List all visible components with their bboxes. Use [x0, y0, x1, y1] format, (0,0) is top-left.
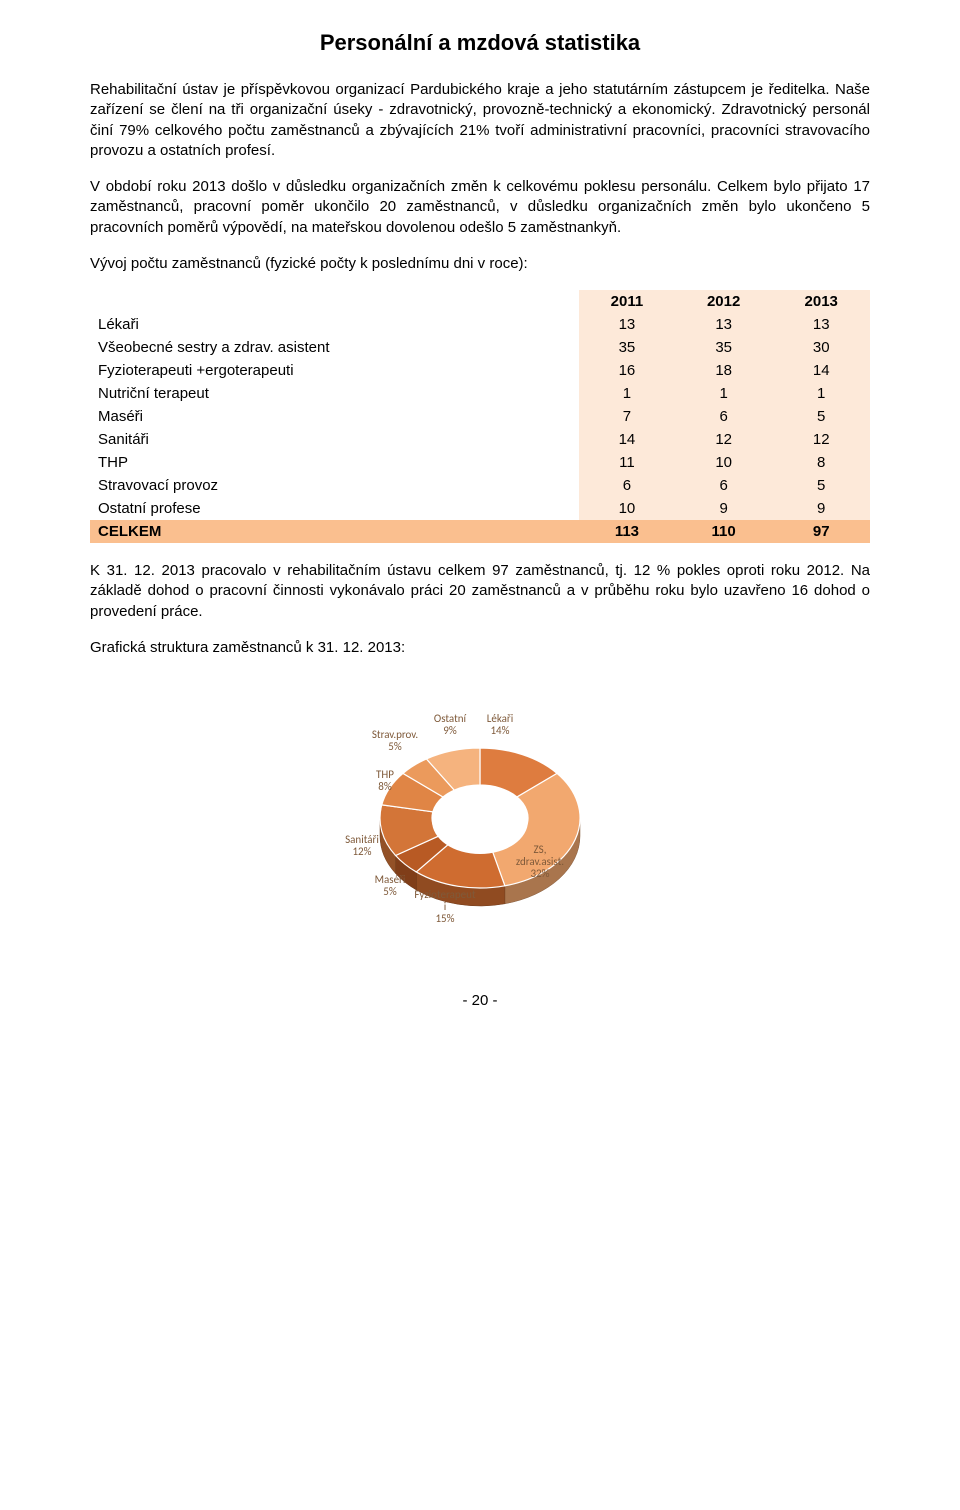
table-cell-value: 6	[675, 405, 773, 428]
table-row: Maséři765	[90, 405, 870, 428]
employee-table: 2011 2012 2013 Lékaři131313Všeobecné ses…	[90, 290, 870, 543]
table-cell-label: THP	[90, 451, 579, 474]
table-row: THP11108	[90, 451, 870, 474]
paragraph-2: V období roku 2013 došlo v důsledku orga…	[90, 177, 870, 238]
table-row: Všeobecné sestry a zdrav. asistent353530	[90, 336, 870, 359]
table-row: Fyzioterapeuti +ergoterapeuti161814	[90, 359, 870, 382]
table-cell-value: 35	[579, 336, 675, 359]
table-header-2013: 2013	[772, 290, 870, 313]
table-cell-label: Maséři	[90, 405, 579, 428]
table-cell-label: Ostatní profese	[90, 497, 579, 520]
donut-percent: 5%	[388, 740, 402, 753]
donut-percent: 12%	[352, 845, 371, 858]
paragraph-5: Grafická struktura zaměstnanců k 31. 12.…	[90, 638, 870, 658]
table-cell-value: 9	[675, 497, 773, 520]
table-cell-value: 12	[675, 428, 773, 451]
table-cell-value: 11	[579, 451, 675, 474]
table-row: Sanitáři141212	[90, 428, 870, 451]
table-total-label: CELKEM	[90, 520, 579, 543]
donut-percent: 15%	[435, 912, 454, 925]
table-cell-value: 5	[772, 474, 870, 497]
table-row: Ostatní profese1099	[90, 497, 870, 520]
table-cell-value: 10	[675, 451, 773, 474]
table-cell-value: 10	[579, 497, 675, 520]
table-cell-value: 1	[675, 382, 773, 405]
table-cell-label: Stravovací provoz	[90, 474, 579, 497]
donut-percent: 8%	[378, 780, 392, 793]
paragraph-3: Vývoj počtu zaměstnanců (fyzické počty k…	[90, 254, 870, 274]
table-cell-label: Nutriční terapeut	[90, 382, 579, 405]
table-cell-value: 9	[772, 497, 870, 520]
table-cell-value: 1	[579, 382, 675, 405]
table-total-2013: 97	[772, 520, 870, 543]
table-cell-label: Fyzioterapeuti +ergoterapeuti	[90, 359, 579, 382]
table-row: Stravovací provoz665	[90, 474, 870, 497]
table-cell-value: 8	[772, 451, 870, 474]
table-cell-value: 6	[579, 474, 675, 497]
table-row: Lékaři131313	[90, 313, 870, 336]
table-total-row: CELKEM 113 110 97	[90, 520, 870, 543]
table-header-2012: 2012	[675, 290, 773, 313]
table-cell-value: 18	[675, 359, 773, 382]
table-cell-value: 14	[772, 359, 870, 382]
table-cell-value: 30	[772, 336, 870, 359]
table-cell-value: 7	[579, 405, 675, 428]
donut-percent: 5%	[383, 885, 397, 898]
page-title: Personální a mzdová statistika	[90, 30, 870, 56]
page-footer: - 20 -	[90, 992, 870, 1009]
paragraph-1: Rehabilitační ústav je příspěvkovou orga…	[90, 80, 870, 161]
donut-hole	[432, 788, 528, 854]
table-cell-value: 12	[772, 428, 870, 451]
table-header-row: 2011 2012 2013	[90, 290, 870, 313]
table-cell-value: 13	[772, 313, 870, 336]
table-cell-label: Lékaři	[90, 313, 579, 336]
table-cell-value: 35	[675, 336, 773, 359]
table-header-2011: 2011	[579, 290, 675, 313]
paragraph-4: K 31. 12. 2013 pracovalo v rehabilitační…	[90, 561, 870, 622]
table-cell-value: 14	[579, 428, 675, 451]
table-total-2012: 110	[675, 520, 773, 543]
table-total-2011: 113	[579, 520, 675, 543]
table-header-blank	[90, 290, 579, 313]
table-cell-value: 13	[675, 313, 773, 336]
table-cell-value: 13	[579, 313, 675, 336]
donut-percent: 14%	[490, 724, 509, 737]
table-cell-value: 5	[772, 405, 870, 428]
donut-percent: 32%	[530, 867, 549, 880]
table-cell-label: Sanitáři	[90, 428, 579, 451]
table-cell-value: 6	[675, 474, 773, 497]
table-cell-value: 16	[579, 359, 675, 382]
donut-chart: Lékaři14%ZS,zdrav.asist.32%Fyzioterapeut…	[330, 688, 630, 948]
donut-chart-container: Lékaři14%ZS,zdrav.asist.32%Fyzioterapeut…	[90, 688, 870, 952]
table-row: Nutriční terapeut111	[90, 382, 870, 405]
table-cell-value: 1	[772, 382, 870, 405]
table-cell-label: Všeobecné sestry a zdrav. asistent	[90, 336, 579, 359]
donut-percent: 9%	[443, 724, 457, 737]
